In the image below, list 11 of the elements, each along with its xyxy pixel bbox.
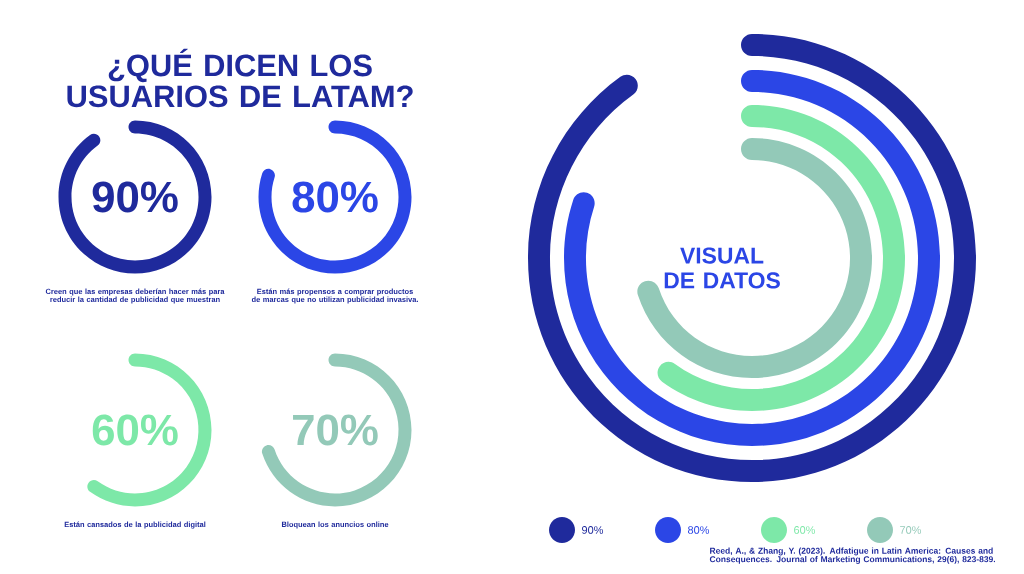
text: ¿QUÉ DICEN LOS USUARIOS DE LATAM? [67,48,413,108]
data-label: 80% [687,526,710,534]
data-label: 60% [794,526,816,534]
text: Reed, A., & Zhang, Y. (2023). Adfatigue in Latin America: Causes and Consequences. Journal of Marketing Communications, 29(6), 823-839. [709,547,996,564]
data-label: 90% [92,181,178,213]
data-label: 70% [293,414,378,446]
data-label: 80% [292,181,378,213]
data-label: 70% [900,526,922,534]
data-label: 60% [92,414,178,446]
text: VISUAL DE DATOS [664,247,780,289]
data-label: 90% [582,526,604,534]
